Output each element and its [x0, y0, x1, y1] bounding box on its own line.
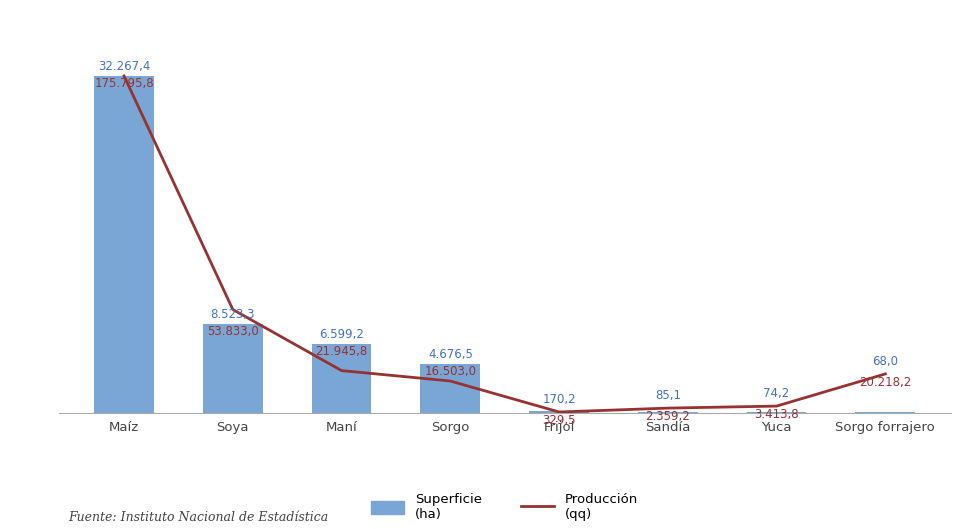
Text: 74,2: 74,2	[763, 387, 790, 400]
Text: 21.945,8: 21.945,8	[316, 345, 368, 358]
Text: 175.795,8: 175.795,8	[94, 77, 154, 90]
Text: 20.218,2: 20.218,2	[859, 376, 911, 389]
Text: 2.359,2: 2.359,2	[646, 410, 690, 423]
Text: 6.599,2: 6.599,2	[319, 328, 364, 341]
Text: 329,5: 329,5	[542, 414, 576, 427]
Text: 8.523,3: 8.523,3	[211, 308, 255, 321]
Text: 32.267,4: 32.267,4	[98, 60, 150, 73]
Legend: Superficie
(ha), Producción
(qq): Superficie (ha), Producción (qq)	[366, 488, 644, 526]
Bar	[529, 411, 589, 413]
Bar	[638, 412, 698, 413]
Text: 170,2: 170,2	[542, 394, 576, 406]
Bar	[203, 324, 263, 413]
Text: 3.413,8: 3.413,8	[755, 408, 799, 421]
Text: 53.833,0: 53.833,0	[207, 325, 259, 338]
Text: 16.503,0: 16.503,0	[424, 366, 476, 378]
Text: 85,1: 85,1	[655, 389, 681, 403]
Bar	[94, 76, 154, 413]
Bar	[312, 344, 371, 413]
Text: 4.676,5: 4.676,5	[428, 348, 472, 361]
Text: 68,0: 68,0	[872, 355, 899, 368]
Bar	[747, 412, 807, 413]
Bar	[420, 364, 480, 413]
Text: Fuente: Instituto Nacional de Estadística: Fuente: Instituto Nacional de Estadístic…	[69, 510, 329, 524]
Bar	[856, 412, 915, 413]
